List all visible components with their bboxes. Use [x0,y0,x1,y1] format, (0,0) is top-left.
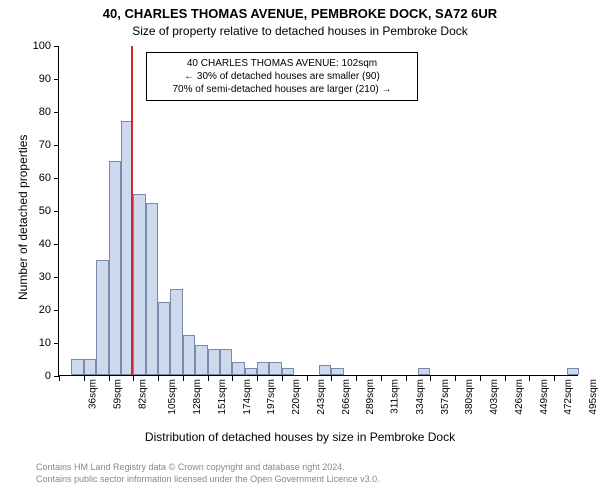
x-tick [84,376,85,381]
y-tick-label: 40 [39,238,51,250]
histogram-bar [109,161,121,376]
x-tick-label: 495sqm [588,379,599,415]
chart-title: 40, CHARLES THOMAS AVENUE, PEMBROKE DOCK… [0,6,600,21]
y-tick [54,79,59,80]
histogram-bar [220,349,232,375]
x-tick-label: 472sqm [564,379,575,415]
x-tick-label: 357sqm [440,379,451,415]
histogram-bar [232,362,244,375]
x-tick-label: 266sqm [341,379,352,415]
x-tick [356,376,357,381]
y-axis-label: Number of detached properties [16,135,30,300]
y-tick [54,343,59,344]
histogram-bar [331,368,343,375]
footer-line: Contains HM Land Registry data © Crown c… [36,462,380,474]
x-tick [554,376,555,381]
x-tick [529,376,530,381]
y-tick [54,211,59,212]
y-tick [54,145,59,146]
histogram-bar [418,368,430,375]
histogram-bar [269,362,281,375]
plot-area: 010203040506070809010036sqm59sqm82sqm105… [58,46,578,376]
x-tick-label: 105sqm [167,379,178,415]
y-tick-label: 60 [39,172,51,184]
footer-attribution: Contains HM Land Registry data © Crown c… [36,462,380,485]
x-tick-label: 311sqm [389,379,400,414]
histogram-bar [158,302,170,375]
x-tick [59,376,60,381]
x-tick [505,376,506,381]
x-tick-label: 197sqm [266,379,277,415]
histogram-bar [282,368,294,375]
histogram-bar [133,194,145,376]
y-tick-label: 80 [39,106,51,118]
histogram-bar [257,362,269,375]
y-tick [54,178,59,179]
y-tick-label: 0 [45,370,51,382]
x-tick-label: 289sqm [365,379,376,415]
annotation-line: 40 CHARLES THOMAS AVENUE: 102sqm [155,57,409,70]
x-tick-label: 403sqm [489,379,500,415]
histogram-bar [183,335,195,375]
x-tick [480,376,481,381]
y-tick-label: 20 [39,304,51,316]
y-tick [54,310,59,311]
histogram-bar [96,260,108,376]
y-tick [54,277,59,278]
y-tick [54,244,59,245]
x-tick [430,376,431,381]
x-tick-label: 174sqm [242,379,253,415]
x-tick-label: 243sqm [316,379,327,415]
histogram-bar [195,345,207,375]
histogram-bar [71,359,83,376]
x-tick-label: 82sqm [137,379,148,409]
x-tick [331,376,332,381]
annotation-line: ← 30% of detached houses are smaller (90… [155,70,409,83]
property-size-chart: 40, CHARLES THOMAS AVENUE, PEMBROKE DOCK… [0,0,600,500]
y-tick-label: 10 [39,337,51,349]
footer-line: Contains public sector information licen… [36,474,380,486]
x-tick-label: 36sqm [88,379,99,409]
y-tick [54,46,59,47]
x-tick [183,376,184,381]
x-tick [282,376,283,381]
x-tick-label: 449sqm [539,379,550,415]
x-tick [455,376,456,381]
y-tick-label: 50 [39,205,51,217]
x-tick-label: 151sqm [217,379,228,415]
x-tick [232,376,233,381]
y-tick-label: 90 [39,73,51,85]
x-tick-label: 380sqm [465,379,476,415]
annotation-box: 40 CHARLES THOMAS AVENUE: 102sqm← 30% of… [146,52,418,101]
x-tick [257,376,258,381]
x-tick [307,376,308,381]
y-tick [54,112,59,113]
histogram-bar [245,368,257,375]
histogram-bar [170,289,182,375]
property-marker-line [131,46,133,375]
x-tick [208,376,209,381]
y-tick-label: 30 [39,271,51,283]
x-tick-label: 426sqm [514,379,525,415]
x-tick [381,376,382,381]
histogram-bar [208,349,220,375]
x-tick [109,376,110,381]
x-tick-label: 334sqm [415,379,426,415]
histogram-bar [319,365,331,375]
x-tick-label: 220sqm [291,379,302,415]
chart-subtitle: Size of property relative to detached ho… [0,24,600,38]
histogram-bar [146,203,158,375]
histogram-bar [567,368,579,375]
x-axis-label: Distribution of detached houses by size … [0,430,600,444]
x-tick-label: 59sqm [112,379,123,409]
y-tick-label: 100 [33,40,51,52]
y-tick-label: 70 [39,139,51,151]
x-tick [158,376,159,381]
x-tick [406,376,407,381]
x-tick-label: 128sqm [192,379,203,415]
annotation-line: 70% of semi-detached houses are larger (… [155,83,409,96]
histogram-bar [84,359,96,376]
x-tick [133,376,134,381]
